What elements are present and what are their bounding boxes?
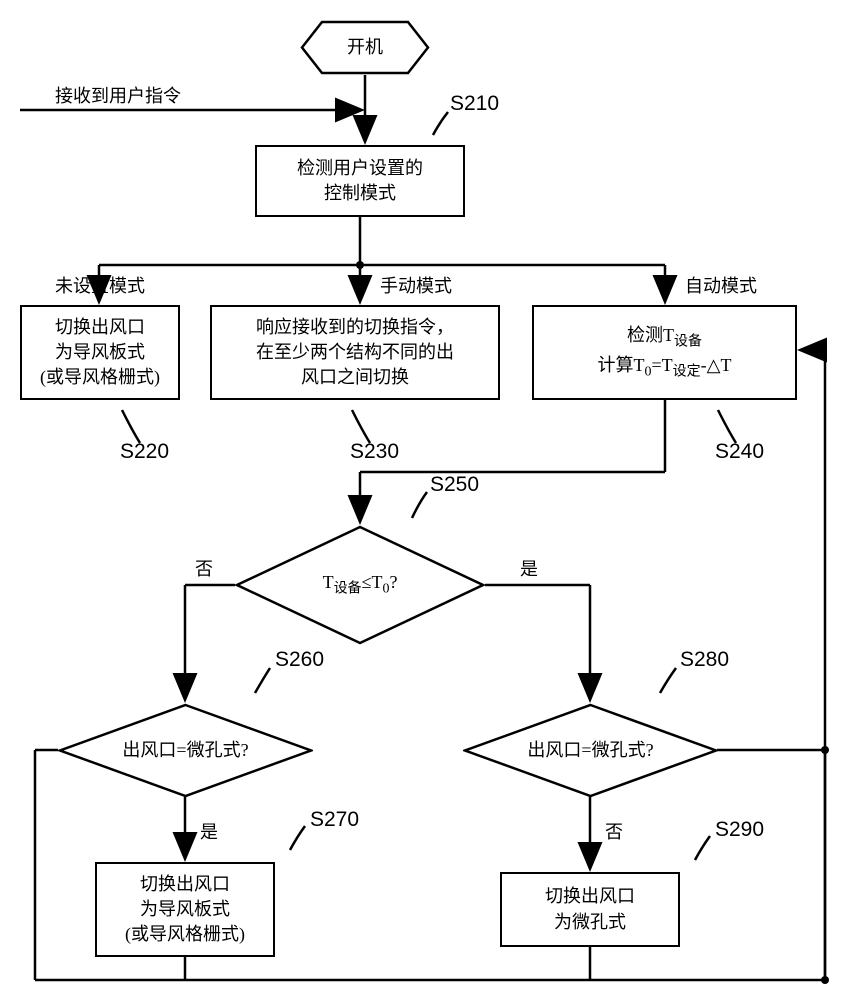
label-s260-yes: 是	[200, 818, 218, 844]
label-user-cmd: 接收到用户指令	[55, 82, 181, 108]
s290-text: 切换出风口 为微孔式	[545, 884, 635, 934]
s260-text: 出风口=微孔式?	[122, 739, 248, 762]
start-node: 开机	[300, 20, 430, 75]
s260-node: 出风口=微孔式?	[58, 703, 313, 798]
step-s240: S240	[715, 440, 764, 464]
step-s220: S220	[120, 440, 169, 464]
step-s230: S230	[350, 440, 399, 464]
label-s280-no: 否	[605, 818, 623, 844]
step-s210: S210	[450, 92, 499, 116]
s250-text: T设备≤T0?	[323, 571, 398, 599]
s270-text: 切换出风口 为导风板式 (或导风格栅式)	[125, 872, 245, 948]
step-s290: S290	[715, 818, 764, 842]
step-s250: S250	[430, 473, 479, 497]
step-s260: S260	[275, 648, 324, 672]
label-no-mode: 未设置模式	[55, 272, 145, 298]
s240-text: 检测T设备计算T0=T设定-△T	[598, 323, 732, 381]
start-label: 开机	[347, 35, 383, 60]
s270-node: 切换出风口 为导风板式 (或导风格栅式)	[95, 862, 275, 957]
s220-node: 切换出风口 为导风板式 (或导风格栅式)	[20, 305, 180, 400]
s280-text: 出风口=微孔式?	[527, 739, 653, 762]
s210-node: 检测用户设置的 控制模式	[255, 145, 465, 217]
s290-node: 切换出风口 为微孔式	[500, 872, 680, 947]
s210-text: 检测用户设置的 控制模式	[297, 156, 423, 206]
step-s280: S280	[680, 648, 729, 672]
label-manual: 手动模式	[380, 272, 452, 298]
s280-node: 出风口=微孔式?	[463, 703, 718, 798]
s230-text: 响应接收到的切换指令， 在至少两个结构不同的出 风口之间切换	[256, 315, 454, 391]
s230-node: 响应接收到的切换指令， 在至少两个结构不同的出 风口之间切换	[210, 305, 500, 400]
label-s250-yes: 是	[520, 555, 538, 581]
step-s270: S270	[310, 808, 359, 832]
s220-text: 切换出风口 为导风板式 (或导风格栅式)	[40, 315, 160, 391]
label-s250-no: 否	[195, 555, 213, 581]
label-auto: 自动模式	[685, 272, 757, 298]
s250-node: T设备≤T0?	[235, 525, 485, 645]
s240-node: 检测T设备计算T0=T设定-△T	[532, 305, 797, 400]
